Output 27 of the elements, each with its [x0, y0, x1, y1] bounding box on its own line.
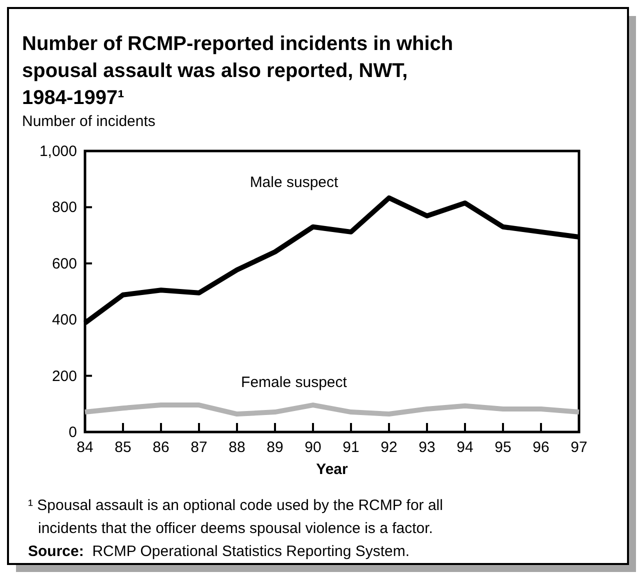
x-tick-label: 85 — [114, 439, 132, 456]
y-tick-label: 1,000 — [39, 143, 77, 160]
y-axis-title: Number of incidents — [22, 113, 156, 130]
x-tick-label: 92 — [380, 439, 398, 456]
text: ¹ Spousal assault is an optional code used by the RCMP for all incidents that the officer deems spousal violence is a factor. — [28, 497, 443, 537]
y-tick-label: 400 — [52, 312, 77, 329]
source-note: Source: RCMP Operational Statistics Reporting System. — [28, 543, 410, 560]
text: Male suspect — [250, 174, 340, 191]
x-tick-label: 94 — [456, 439, 474, 456]
x-tick-label: 86 — [152, 439, 170, 456]
x-tick-label: 87 — [190, 439, 208, 456]
series-label: Female suspect — [241, 374, 348, 392]
x-tick-label: 88 — [228, 439, 246, 456]
x-tick-label: 93 — [418, 439, 436, 456]
x-tick-label: 91 — [342, 439, 360, 456]
y-tick-label: 0 — [68, 424, 77, 441]
x-tick-label: 84 — [76, 439, 94, 456]
x-axis-title: Year — [316, 461, 348, 478]
y-tick-label: 800 — [52, 199, 77, 216]
x-tick-label: 96 — [532, 439, 550, 456]
x-tick-label: 89 — [266, 439, 284, 456]
y-tick-label: 600 — [52, 255, 77, 272]
y-tick-label: 200 — [52, 368, 77, 385]
x-tick-label: 95 — [494, 439, 512, 456]
x-tick-label: 97 — [570, 439, 588, 456]
x-tick-label: 90 — [304, 439, 322, 456]
chart-title: Number of RCMP-reported incidents in which spousal assault was also reported, NWT, 1984-1997¹ — [22, 33, 454, 109]
